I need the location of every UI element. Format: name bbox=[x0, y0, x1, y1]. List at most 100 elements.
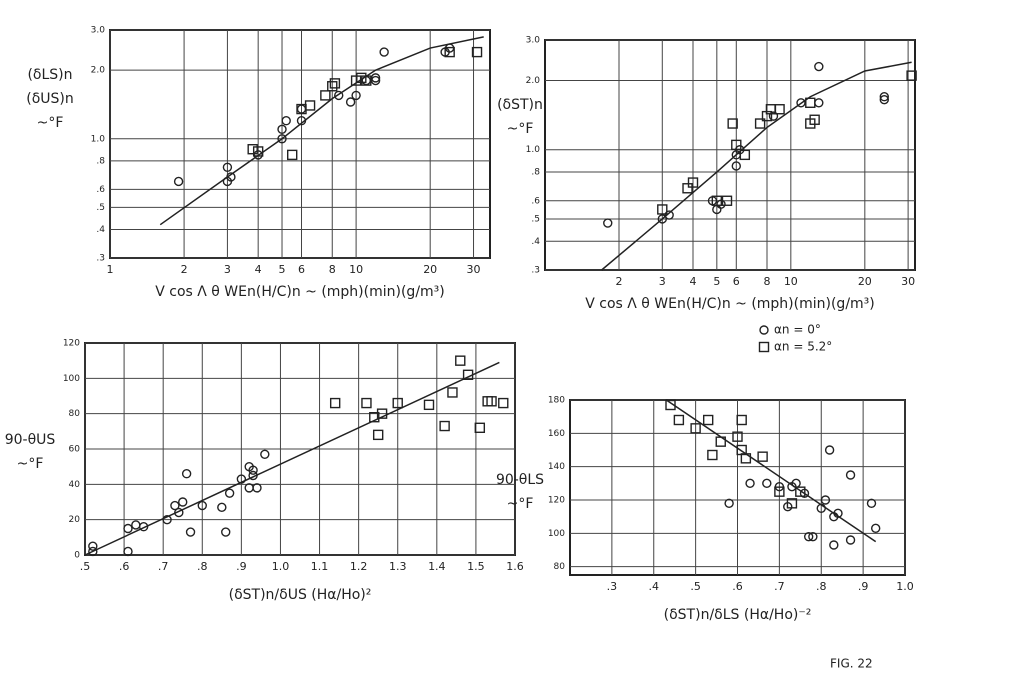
data-point bbox=[721, 195, 733, 206]
y-tick-label: .5 bbox=[96, 203, 105, 213]
data-point bbox=[603, 218, 613, 228]
data-point bbox=[248, 465, 258, 475]
data-point bbox=[88, 541, 98, 551]
data-point bbox=[170, 500, 180, 511]
data-point bbox=[185, 527, 196, 537]
data-point bbox=[455, 355, 466, 366]
data-point bbox=[369, 412, 380, 423]
data-point bbox=[88, 546, 98, 557]
x-tick-label: 5 bbox=[713, 275, 720, 288]
data-point bbox=[774, 486, 785, 497]
data-point bbox=[664, 210, 674, 220]
fit-line bbox=[84, 361, 500, 556]
y-tick-label: .6 bbox=[531, 196, 540, 206]
y-axis-label: 90-θLS bbox=[496, 472, 544, 488]
x-tick-label: 1 bbox=[107, 263, 114, 276]
y-tick-label: 60 bbox=[69, 445, 81, 455]
y-tick-label: 140 bbox=[548, 462, 565, 472]
data-point bbox=[774, 104, 785, 115]
data-point bbox=[423, 399, 435, 411]
data-point bbox=[162, 514, 172, 525]
data-point bbox=[247, 144, 258, 155]
data-point bbox=[379, 47, 389, 57]
data-point bbox=[372, 429, 384, 441]
x-tick-label: 1.4 bbox=[428, 560, 446, 573]
x-axis-label: (δST)n/δUS (Hα/Ho)² bbox=[229, 587, 372, 603]
x-tick-label: .5 bbox=[690, 580, 701, 593]
x-axis-label: V cos Λ θ WEn(H/C)n ~ (mph)(min)(g/m³) bbox=[155, 284, 445, 300]
data-point bbox=[879, 95, 889, 105]
x-tick-label: 1.0 bbox=[272, 560, 290, 573]
data-point bbox=[824, 445, 835, 455]
data-point bbox=[808, 531, 818, 542]
y-tick-label: .3 bbox=[531, 266, 540, 276]
y-axis-label: ~°F bbox=[507, 496, 534, 512]
fit-line bbox=[665, 399, 877, 543]
data-point bbox=[786, 498, 798, 509]
x-tick-label: .6 bbox=[732, 580, 743, 593]
data-point bbox=[845, 470, 856, 480]
data-point bbox=[736, 414, 747, 426]
data-point bbox=[673, 414, 685, 426]
y-tick-label: 20 bbox=[69, 515, 81, 525]
data-point bbox=[814, 61, 824, 72]
x-tick-label: 1.6 bbox=[506, 560, 524, 573]
data-point bbox=[486, 396, 497, 407]
data-point bbox=[471, 46, 483, 58]
data-point bbox=[657, 204, 668, 215]
data-point bbox=[277, 124, 287, 135]
data-point bbox=[474, 422, 486, 433]
x-tick-label: 20 bbox=[423, 263, 437, 276]
data-point bbox=[287, 149, 298, 161]
data-point bbox=[181, 469, 192, 479]
x-tick-label: 10 bbox=[784, 275, 798, 288]
legend-label: αn = 5.2° bbox=[774, 340, 832, 354]
data-point bbox=[768, 111, 779, 121]
x-tick-label: 2 bbox=[616, 275, 623, 288]
y-axis-label: 90-θUS bbox=[5, 432, 56, 448]
y-tick-label: 3.0 bbox=[526, 36, 541, 46]
legend-marker bbox=[758, 341, 770, 353]
x-tick-label: .7 bbox=[774, 580, 785, 593]
y-tick-label: 80 bbox=[69, 409, 81, 419]
data-point bbox=[138, 522, 149, 532]
data-point bbox=[334, 90, 344, 101]
data-point bbox=[687, 177, 699, 188]
y-tick-label: .8 bbox=[531, 168, 540, 178]
y-tick-label: 3.0 bbox=[91, 26, 106, 36]
data-point bbox=[879, 92, 889, 102]
data-point bbox=[327, 81, 338, 92]
data-point bbox=[906, 70, 917, 81]
x-tick-label: 4 bbox=[690, 275, 697, 288]
data-point bbox=[724, 498, 734, 509]
data-point bbox=[376, 408, 388, 419]
data-point bbox=[845, 535, 856, 545]
data-point bbox=[173, 176, 184, 187]
y-tick-label: .8 bbox=[96, 156, 105, 166]
x-axis-label: V cos Λ θ WEn(H/C)n ~ (mph)(min)(g/m³) bbox=[585, 296, 875, 312]
legend-marker bbox=[759, 325, 769, 335]
x-tick-label: 10 bbox=[349, 263, 363, 276]
data-point bbox=[178, 497, 188, 507]
x-tick-label: .8 bbox=[816, 580, 827, 593]
x-tick-label: .4 bbox=[649, 580, 660, 593]
data-point bbox=[320, 90, 331, 101]
data-point bbox=[197, 500, 207, 511]
data-point bbox=[221, 527, 231, 537]
x-tick-label: 1.1 bbox=[311, 560, 329, 573]
y-tick-label: 100 bbox=[63, 374, 80, 384]
y-tick-label: 120 bbox=[63, 339, 80, 349]
y-tick-label: 80 bbox=[554, 562, 566, 572]
x-tick-label: 3 bbox=[659, 275, 666, 288]
y-tick-label: .4 bbox=[96, 225, 105, 235]
x-tick-label: 6 bbox=[733, 275, 740, 288]
data-point bbox=[252, 483, 262, 493]
data-point bbox=[796, 98, 806, 108]
data-point bbox=[731, 161, 741, 171]
x-tick-label: 1.0 bbox=[896, 580, 914, 593]
fit-line bbox=[159, 36, 484, 226]
data-point bbox=[447, 387, 458, 398]
y-tick-label: .6 bbox=[96, 185, 105, 195]
y-axis-label: ~°F bbox=[37, 115, 64, 131]
y-tick-label: 180 bbox=[548, 396, 565, 406]
